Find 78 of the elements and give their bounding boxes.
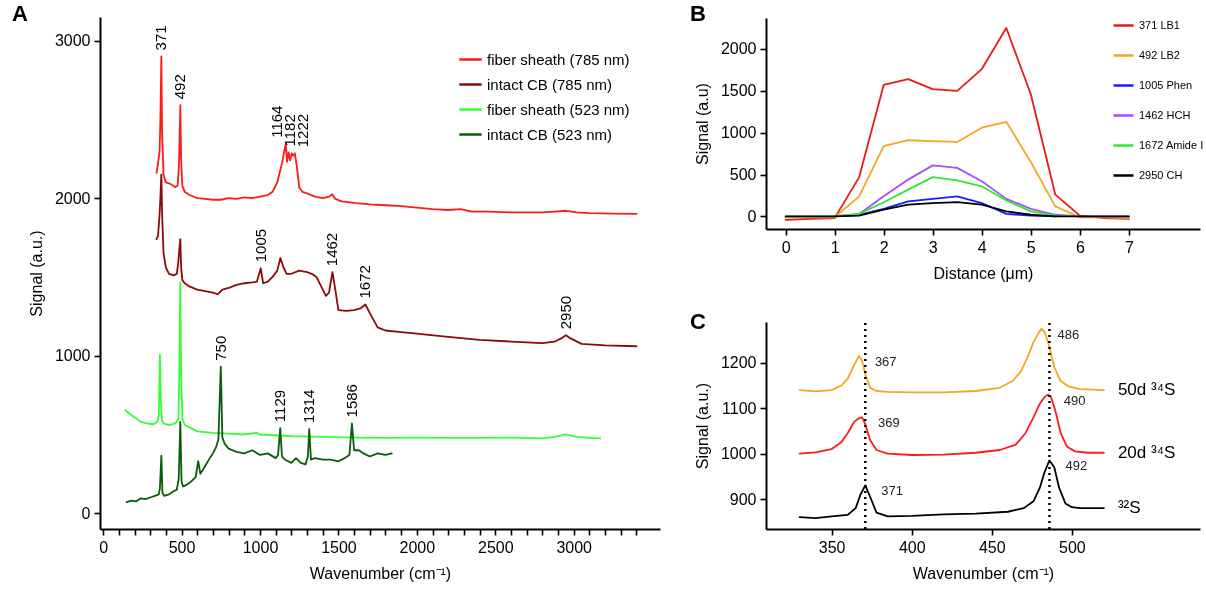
- annotation: 369: [878, 415, 900, 431]
- line-series: [784, 201, 1130, 218]
- annotation: 490: [1063, 392, 1086, 408]
- x-tick-label: 6: [1075, 238, 1085, 256]
- legend-label: intact CB (785 nm): [487, 75, 613, 93]
- x-tick-label: 2: [879, 238, 889, 256]
- chart-title: B: [690, 1, 706, 26]
- annotation: 492: [1065, 458, 1088, 474]
- y-tick-label: 1000: [54, 347, 91, 365]
- y-tick-label: 3000: [54, 32, 91, 50]
- line-series: [784, 27, 1130, 221]
- annotation: 371: [152, 25, 170, 51]
- y-axis-title: Signal (a.u.): [693, 382, 711, 470]
- legend-label: intact CB (523 nm): [487, 125, 613, 143]
- x-axis-title: Wavenumber (cm⁻¹): [912, 564, 1055, 582]
- annotation: 1314: [300, 389, 318, 423]
- x-tick-label: 3000: [556, 538, 593, 556]
- line-series: [155, 55, 638, 215]
- x-tick-label: 400: [898, 538, 926, 556]
- y-tick-label: 1000: [720, 445, 757, 463]
- y-axis-title: Signal (a.u.): [27, 230, 45, 317]
- chart-title: A: [12, 1, 28, 26]
- x-tick-label: 1000: [242, 538, 279, 556]
- annotation: 1164: [267, 105, 285, 138]
- x-tick-label: 500: [168, 538, 196, 556]
- x-tick-label: 450: [978, 538, 1006, 556]
- annotation: 1462: [323, 232, 341, 267]
- x-axis-title: Distance (μm): [933, 264, 1034, 282]
- legend-label: 371 LB1: [1139, 18, 1180, 31]
- annotation: 1672: [356, 265, 374, 299]
- x-tick-label: 350: [818, 538, 846, 556]
- line-series: [784, 120, 1130, 220]
- annotation: 1586: [342, 384, 360, 418]
- y-tick-label: 2000: [720, 40, 757, 58]
- legend-label: 492 LB2: [1139, 48, 1180, 61]
- legend-label: 2950 CH: [1139, 168, 1183, 181]
- y-tick-label: 2000: [54, 189, 91, 207]
- line-series: [798, 393, 1105, 456]
- line-series: [125, 365, 393, 504]
- legend-label: 1005 Phen: [1139, 78, 1193, 91]
- x-tick-label: 2500: [478, 538, 514, 556]
- chart-title: C: [690, 308, 706, 334]
- x-axis-title: Wavenumber (cm⁻¹): [309, 564, 452, 582]
- annotation: 750: [211, 335, 229, 361]
- y-tick-label: 500: [729, 166, 757, 184]
- legend-label: fiber sheath (785 nm): [487, 50, 630, 68]
- annotation: 492: [171, 74, 189, 100]
- y-tick-label: 1200: [720, 354, 757, 372]
- series-label: ³²S: [1117, 498, 1141, 518]
- annotation: 371: [881, 483, 903, 499]
- x-tick-label: 3: [928, 238, 938, 256]
- series-label: 20d ³⁴S: [1117, 442, 1176, 462]
- y-tick-label: 0: [81, 504, 91, 522]
- y-tick-label: 1000: [720, 124, 757, 142]
- x-tick-label: 2000: [399, 538, 436, 556]
- annotation: 1129: [271, 389, 289, 423]
- x-tick-label: 500: [1059, 538, 1086, 556]
- x-tick-label: 4: [977, 238, 987, 256]
- legend-label: fiber sheath (523 nm): [487, 100, 630, 118]
- x-tick-label: 0: [99, 538, 109, 556]
- legend-label: 1672 Amide I: [1139, 138, 1204, 151]
- x-tick-label: 7: [1124, 238, 1134, 256]
- series-label: 50d ³⁴S: [1117, 380, 1176, 400]
- y-tick-label: 1500: [720, 82, 757, 100]
- x-tick-label: 1: [830, 238, 840, 256]
- x-tick-label: 5: [1026, 238, 1036, 256]
- y-tick-label: 0: [747, 207, 757, 225]
- x-tick-label: 1500: [321, 538, 357, 556]
- line-series: [798, 327, 1105, 394]
- y-axis-title: Signal (a.u): [693, 83, 711, 165]
- x-tick-label: 0: [781, 238, 791, 256]
- y-tick-label: 900: [729, 490, 757, 508]
- y-tick-label: 1100: [722, 399, 757, 417]
- annotation: 486: [1057, 326, 1080, 342]
- legend-label: 1462 HCH: [1139, 108, 1191, 121]
- annotation: 2950: [556, 295, 574, 330]
- annotation: 1005: [251, 228, 269, 263]
- annotation: 367: [874, 354, 897, 370]
